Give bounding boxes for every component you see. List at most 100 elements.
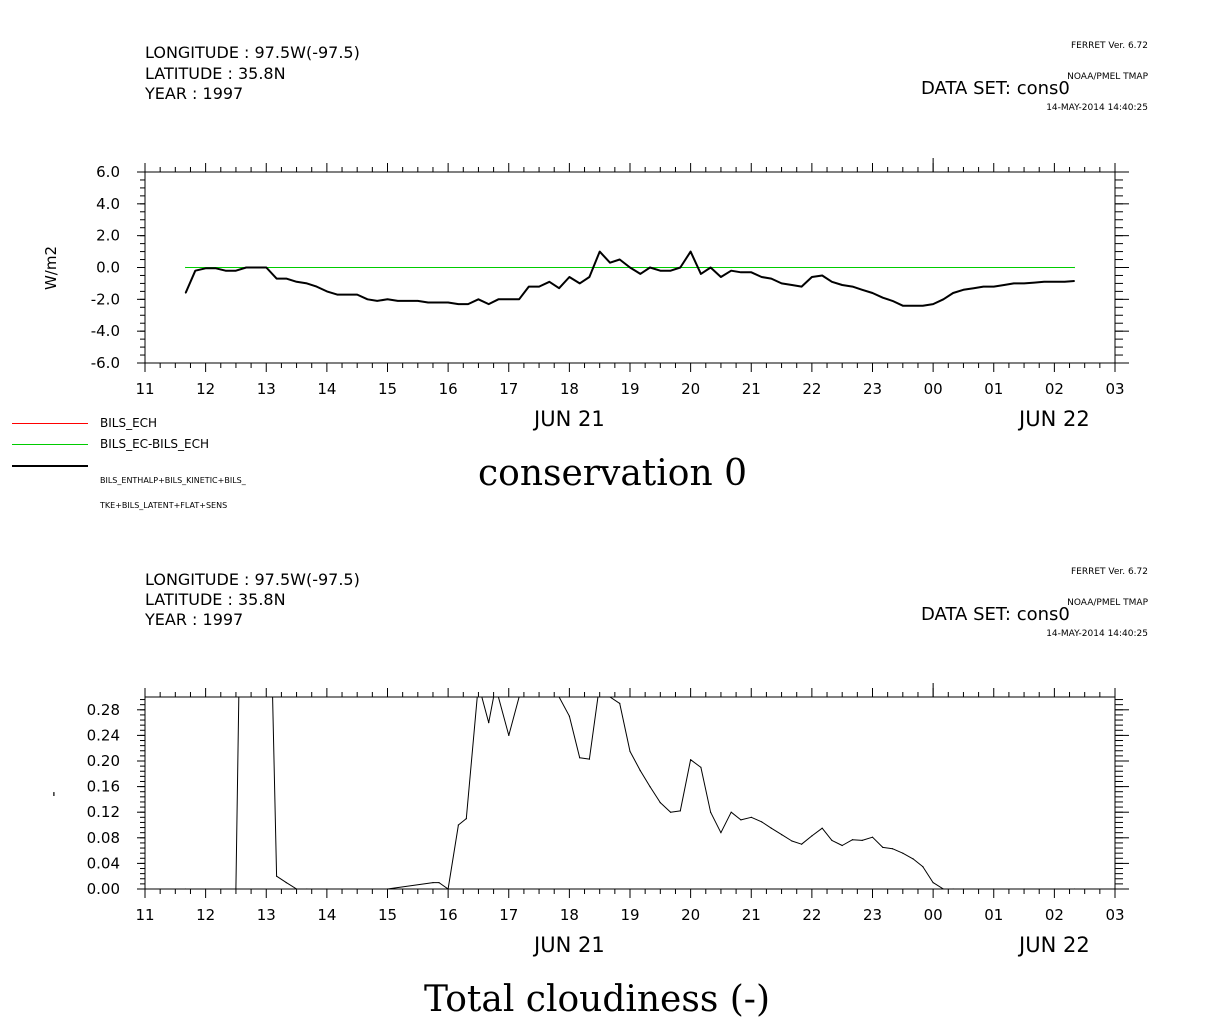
data-point <box>488 303 490 305</box>
data-point <box>194 270 196 272</box>
data-point <box>1013 282 1015 284</box>
data-point <box>276 278 278 280</box>
x-tick-label: 12 <box>196 380 215 398</box>
data-point <box>761 821 763 823</box>
ferret-date-2: 14-MAY-2014 14:40:25 <box>1046 628 1148 639</box>
data-point <box>993 286 995 288</box>
x-tick-label: 23 <box>863 380 882 398</box>
data-point <box>356 294 358 296</box>
data-point <box>831 839 833 841</box>
ferret-stamp-2: FERRET Ver. 6.72 NOAA/PMEL TMAP 14-MAY-2… <box>1046 546 1148 660</box>
data-point <box>447 888 449 889</box>
year-label: YEAR : 1997 <box>145 84 244 103</box>
data-point <box>326 888 328 889</box>
data-point <box>366 298 369 300</box>
x-tick-label: 11 <box>135 380 154 398</box>
data-point <box>730 811 732 813</box>
data-point <box>882 846 884 848</box>
x-tick-label: 20 <box>681 380 700 398</box>
legend-label-sum-line2: TKE+BILS_LATENT+FLAT+SENS <box>100 500 228 510</box>
y-tick-label: 2.0 <box>96 227 120 245</box>
data-point <box>255 266 257 269</box>
data-point <box>568 276 571 278</box>
data-point <box>891 300 894 302</box>
data-point <box>952 292 954 294</box>
data-point <box>285 278 287 280</box>
series-line-1 <box>184 250 1075 307</box>
x-tick-label: 17 <box>499 906 518 924</box>
x-tick-label: 20 <box>681 906 700 924</box>
data-point <box>336 294 338 296</box>
x-tick-label: 13 <box>257 906 276 924</box>
data-point <box>619 258 621 261</box>
data-point <box>609 262 611 264</box>
x-tick-label: 22 <box>802 906 821 924</box>
legend-label-sum-line1: BILS_ENTHALP+BILS_KINETIC+BILS_ <box>100 475 246 485</box>
data-point <box>942 298 945 300</box>
x-tick-label: 19 <box>620 380 639 398</box>
data-point <box>588 276 591 278</box>
data-point <box>962 888 964 889</box>
x-tick-label: 02 <box>1045 380 1064 398</box>
ferret-org-2: NOAA/PMEL TMAP <box>1067 597 1148 608</box>
data-point <box>649 266 651 269</box>
data-point <box>649 786 651 788</box>
data-point <box>568 715 571 717</box>
data-point <box>1023 282 1025 284</box>
data-point <box>730 270 732 272</box>
data-point <box>861 839 863 841</box>
plot-frame <box>144 696 1116 890</box>
data-point <box>619 702 621 704</box>
data-point <box>609 697 611 698</box>
x-tick-label: 23 <box>863 906 882 924</box>
data-point <box>720 276 722 278</box>
data-point <box>296 888 298 889</box>
y-tick-label: -4.0 <box>91 322 120 340</box>
data-point <box>659 802 661 804</box>
data-point <box>1053 281 1055 283</box>
data-point <box>346 294 348 296</box>
data-point <box>801 286 803 288</box>
data-point <box>770 278 772 280</box>
data-point <box>770 827 772 829</box>
data-point <box>518 697 520 698</box>
data-point <box>1064 281 1066 283</box>
x-tick-label: 03 <box>1105 906 1124 924</box>
data-point <box>1023 888 1025 889</box>
data-point <box>952 888 954 889</box>
data-point <box>306 888 308 889</box>
x-tick-label: 22 <box>802 380 821 398</box>
data-point <box>761 276 763 278</box>
x-tick-label: 14 <box>317 906 336 924</box>
data-point <box>588 758 591 760</box>
data-point <box>457 303 459 305</box>
data-point <box>801 843 803 845</box>
data-point <box>238 684 239 685</box>
y-tick-label: 0.0 <box>96 259 120 277</box>
x-tick-label: 13 <box>257 380 276 398</box>
data-point <box>185 888 187 889</box>
data-point <box>558 697 560 698</box>
data-point <box>993 888 995 889</box>
dataset-label-2: DATA SET: cons0 <box>921 604 1070 625</box>
data-point <box>740 819 742 821</box>
x-tick-label: 03 <box>1105 380 1124 398</box>
data-point <box>670 811 672 813</box>
data-point <box>932 882 934 884</box>
data-point <box>508 734 510 736</box>
x-tick-label: 21 <box>742 380 761 398</box>
data-point <box>912 305 914 307</box>
x-tick-label: 14 <box>317 380 336 398</box>
data-point <box>700 273 702 275</box>
data-point <box>831 281 833 283</box>
data-point <box>690 759 692 761</box>
data-point <box>720 832 722 834</box>
legend-swatch-black <box>12 465 88 467</box>
data-point <box>488 722 490 724</box>
data-point <box>538 286 540 288</box>
data-point <box>791 284 793 286</box>
y-axis-label: - <box>44 791 62 796</box>
y-tick-label: 0.24 <box>87 726 120 744</box>
ferret-date: 14-MAY-2014 14:40:25 <box>1046 102 1148 113</box>
x-tick-label: 21 <box>742 906 761 924</box>
